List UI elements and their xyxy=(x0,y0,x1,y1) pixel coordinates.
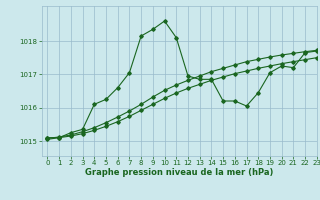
X-axis label: Graphe pression niveau de la mer (hPa): Graphe pression niveau de la mer (hPa) xyxy=(85,168,273,177)
